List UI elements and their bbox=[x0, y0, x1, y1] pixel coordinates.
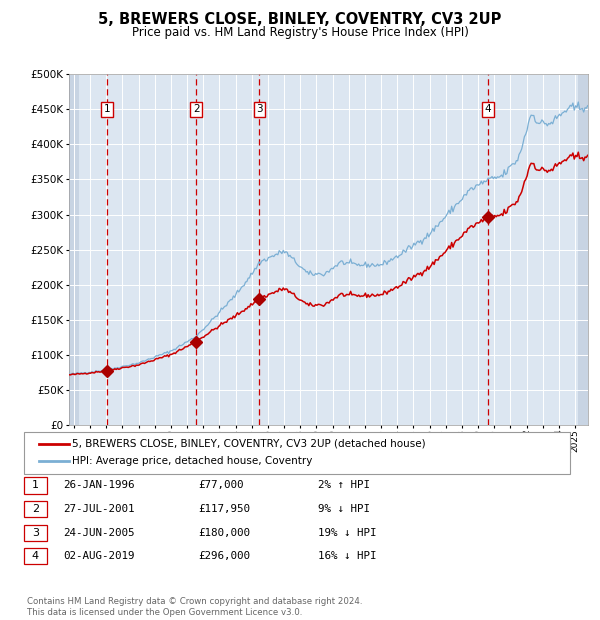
Text: 26-JAN-1996: 26-JAN-1996 bbox=[63, 480, 134, 490]
Text: 3: 3 bbox=[256, 104, 263, 115]
Text: £117,950: £117,950 bbox=[198, 504, 250, 514]
Text: Contains HM Land Registry data © Crown copyright and database right 2024.
This d: Contains HM Land Registry data © Crown c… bbox=[27, 598, 362, 617]
Text: 19% ↓ HPI: 19% ↓ HPI bbox=[318, 528, 377, 538]
Text: Price paid vs. HM Land Registry's House Price Index (HPI): Price paid vs. HM Land Registry's House … bbox=[131, 26, 469, 39]
Text: HPI: Average price, detached house, Coventry: HPI: Average price, detached house, Cove… bbox=[72, 456, 313, 466]
Text: 1: 1 bbox=[104, 104, 110, 115]
Text: 4: 4 bbox=[484, 104, 491, 115]
Text: 5, BREWERS CLOSE, BINLEY, COVENTRY, CV3 2UP (detached house): 5, BREWERS CLOSE, BINLEY, COVENTRY, CV3 … bbox=[72, 439, 425, 449]
Text: £296,000: £296,000 bbox=[198, 551, 250, 561]
Text: 2% ↑ HPI: 2% ↑ HPI bbox=[318, 480, 370, 490]
Bar bbox=[69, 74, 79, 425]
Text: 24-JUN-2005: 24-JUN-2005 bbox=[63, 528, 134, 538]
Bar bbox=[578, 74, 588, 425]
Text: £180,000: £180,000 bbox=[198, 528, 250, 538]
Text: 4: 4 bbox=[32, 551, 39, 561]
Text: 2: 2 bbox=[193, 104, 200, 115]
Text: £77,000: £77,000 bbox=[198, 480, 244, 490]
Text: 16% ↓ HPI: 16% ↓ HPI bbox=[318, 551, 377, 561]
Text: 27-JUL-2001: 27-JUL-2001 bbox=[63, 504, 134, 514]
Text: 1: 1 bbox=[32, 480, 39, 490]
Text: 5, BREWERS CLOSE, BINLEY, COVENTRY, CV3 2UP: 5, BREWERS CLOSE, BINLEY, COVENTRY, CV3 … bbox=[98, 12, 502, 27]
Text: 3: 3 bbox=[32, 528, 39, 538]
Text: 2: 2 bbox=[32, 504, 39, 514]
Text: 02-AUG-2019: 02-AUG-2019 bbox=[63, 551, 134, 561]
Text: 9% ↓ HPI: 9% ↓ HPI bbox=[318, 504, 370, 514]
